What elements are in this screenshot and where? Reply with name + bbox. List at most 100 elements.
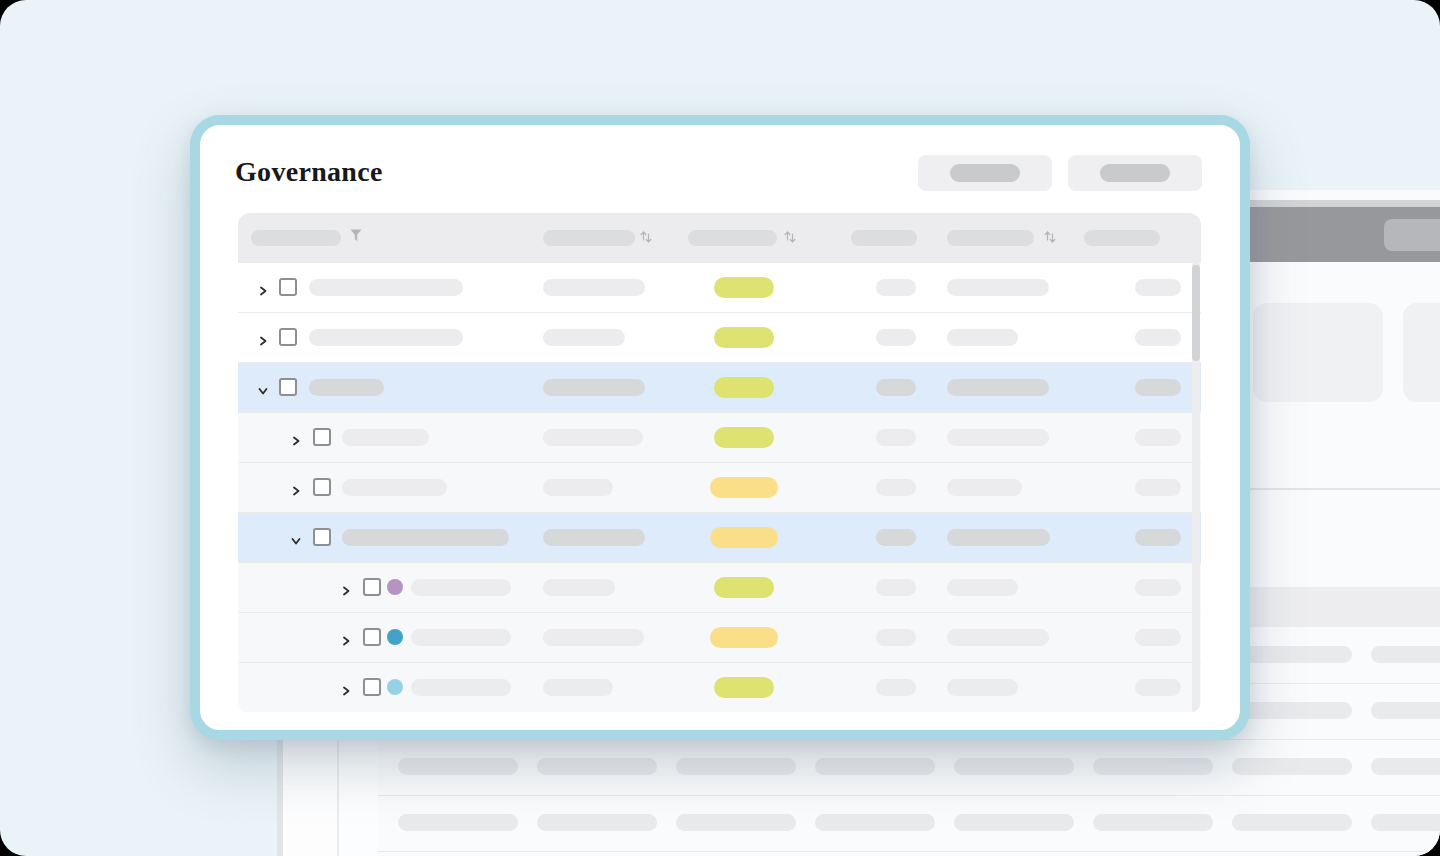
background-cell-skeleton — [1093, 758, 1213, 775]
button-label-skeleton — [1100, 164, 1170, 182]
row-checkbox[interactable] — [363, 678, 381, 696]
col6-skeleton — [1135, 379, 1181, 396]
table-row-4[interactable] — [238, 412, 1201, 462]
col2-skeleton — [543, 679, 613, 696]
background-cell-skeleton — [1371, 814, 1440, 831]
background-cell-skeleton — [1371, 758, 1440, 775]
col5-skeleton — [947, 479, 1022, 496]
column-header-skeleton-col-5 — [947, 230, 1034, 246]
background-cell-skeleton — [537, 758, 657, 775]
expand-chevron-icon[interactable] — [291, 432, 301, 442]
expand-chevron-icon[interactable] — [341, 682, 351, 692]
background-cell-skeleton — [537, 814, 657, 831]
table-row-1[interactable] — [238, 262, 1201, 312]
column-header-skeleton-status — [688, 230, 777, 246]
col2-skeleton — [543, 379, 645, 396]
col4-skeleton — [876, 479, 916, 496]
col6-skeleton — [1135, 579, 1181, 596]
collapse-chevron-icon[interactable] — [291, 532, 301, 542]
row-checkbox[interactable] — [363, 578, 381, 596]
category-dot-purple — [387, 579, 403, 595]
col4-skeleton — [876, 629, 916, 646]
background-card-skeleton — [1253, 303, 1383, 402]
governance-card: Governance — [190, 115, 1250, 740]
name-skeleton — [411, 579, 511, 596]
category-dot-lightblue — [387, 679, 403, 695]
table-row-8[interactable] — [238, 612, 1201, 662]
status-pill-green — [714, 677, 774, 698]
status-pill-green — [714, 327, 774, 348]
sort-icon[interactable] — [1043, 228, 1061, 248]
table-header-row — [238, 213, 1201, 262]
status-pill-green — [714, 377, 774, 398]
row-checkbox[interactable] — [313, 478, 331, 496]
background-row — [378, 795, 1440, 852]
col5-skeleton — [947, 379, 1049, 396]
background-cell-skeleton — [398, 758, 518, 775]
name-skeleton — [411, 679, 511, 696]
category-dot-teal — [387, 629, 403, 645]
background-cell-skeleton — [676, 758, 796, 775]
col4-skeleton — [876, 279, 916, 296]
col4-skeleton — [876, 429, 916, 446]
header-button-2[interactable] — [1068, 155, 1202, 191]
background-cell-skeleton — [1371, 702, 1440, 719]
expand-chevron-icon[interactable] — [341, 582, 351, 592]
col2-skeleton — [543, 579, 615, 596]
row-checkbox[interactable] — [363, 628, 381, 646]
row-checkbox[interactable] — [313, 528, 331, 546]
collapse-chevron-icon[interactable] — [258, 382, 268, 392]
col4-skeleton — [876, 529, 916, 546]
name-skeleton — [342, 479, 447, 496]
governance-table — [238, 213, 1201, 713]
background-cell-skeleton — [1232, 646, 1352, 663]
table-row-5[interactable] — [238, 462, 1201, 512]
name-skeleton — [309, 279, 463, 296]
background-cell-skeleton — [815, 758, 935, 775]
table-row-3[interactable] — [238, 362, 1201, 412]
col2-skeleton — [543, 329, 625, 346]
table-row-6[interactable] — [238, 512, 1201, 562]
status-pill-green — [714, 277, 774, 298]
scrollbar-thumb[interactable] — [1192, 265, 1200, 361]
background-search-skeleton — [1384, 219, 1440, 251]
sort-icon[interactable] — [783, 228, 801, 248]
col5-skeleton — [947, 579, 1018, 596]
status-pill-green — [714, 577, 774, 598]
row-checkbox[interactable] — [279, 278, 297, 296]
sort-icon[interactable] — [639, 228, 657, 248]
table-row-7[interactable] — [238, 562, 1201, 612]
status-pill-yellow — [710, 477, 778, 498]
col6-skeleton — [1135, 329, 1181, 346]
name-skeleton — [342, 529, 509, 546]
background-row — [378, 739, 1440, 796]
row-checkbox[interactable] — [279, 328, 297, 346]
table-row-9[interactable] — [238, 662, 1201, 712]
col5-skeleton — [947, 679, 1018, 696]
col4-skeleton — [876, 329, 916, 346]
button-label-skeleton — [950, 164, 1020, 182]
row-checkbox[interactable] — [313, 428, 331, 446]
table-row-2[interactable] — [238, 312, 1201, 362]
col2-skeleton — [543, 429, 643, 446]
name-skeleton — [309, 379, 384, 396]
header-button-1[interactable] — [918, 155, 1052, 191]
background-cell-skeleton — [954, 758, 1074, 775]
background-card-skeleton — [1403, 303, 1440, 402]
name-skeleton — [309, 329, 463, 346]
column-header-skeleton-col-2 — [543, 230, 635, 246]
page-title: Governance — [235, 158, 383, 186]
background-cell-skeleton — [954, 814, 1074, 831]
row-checkbox[interactable] — [279, 378, 297, 396]
expand-chevron-icon[interactable] — [341, 632, 351, 642]
column-header-skeleton-col-6 — [1084, 230, 1160, 246]
expand-chevron-icon[interactable] — [258, 332, 268, 342]
expand-chevron-icon[interactable] — [291, 482, 301, 492]
background-cell-skeleton — [676, 814, 796, 831]
name-skeleton — [411, 629, 511, 646]
filter-icon[interactable] — [350, 228, 368, 248]
col4-skeleton — [876, 379, 916, 396]
col4-skeleton — [876, 579, 916, 596]
col5-skeleton — [947, 329, 1018, 346]
expand-chevron-icon[interactable] — [258, 282, 268, 292]
